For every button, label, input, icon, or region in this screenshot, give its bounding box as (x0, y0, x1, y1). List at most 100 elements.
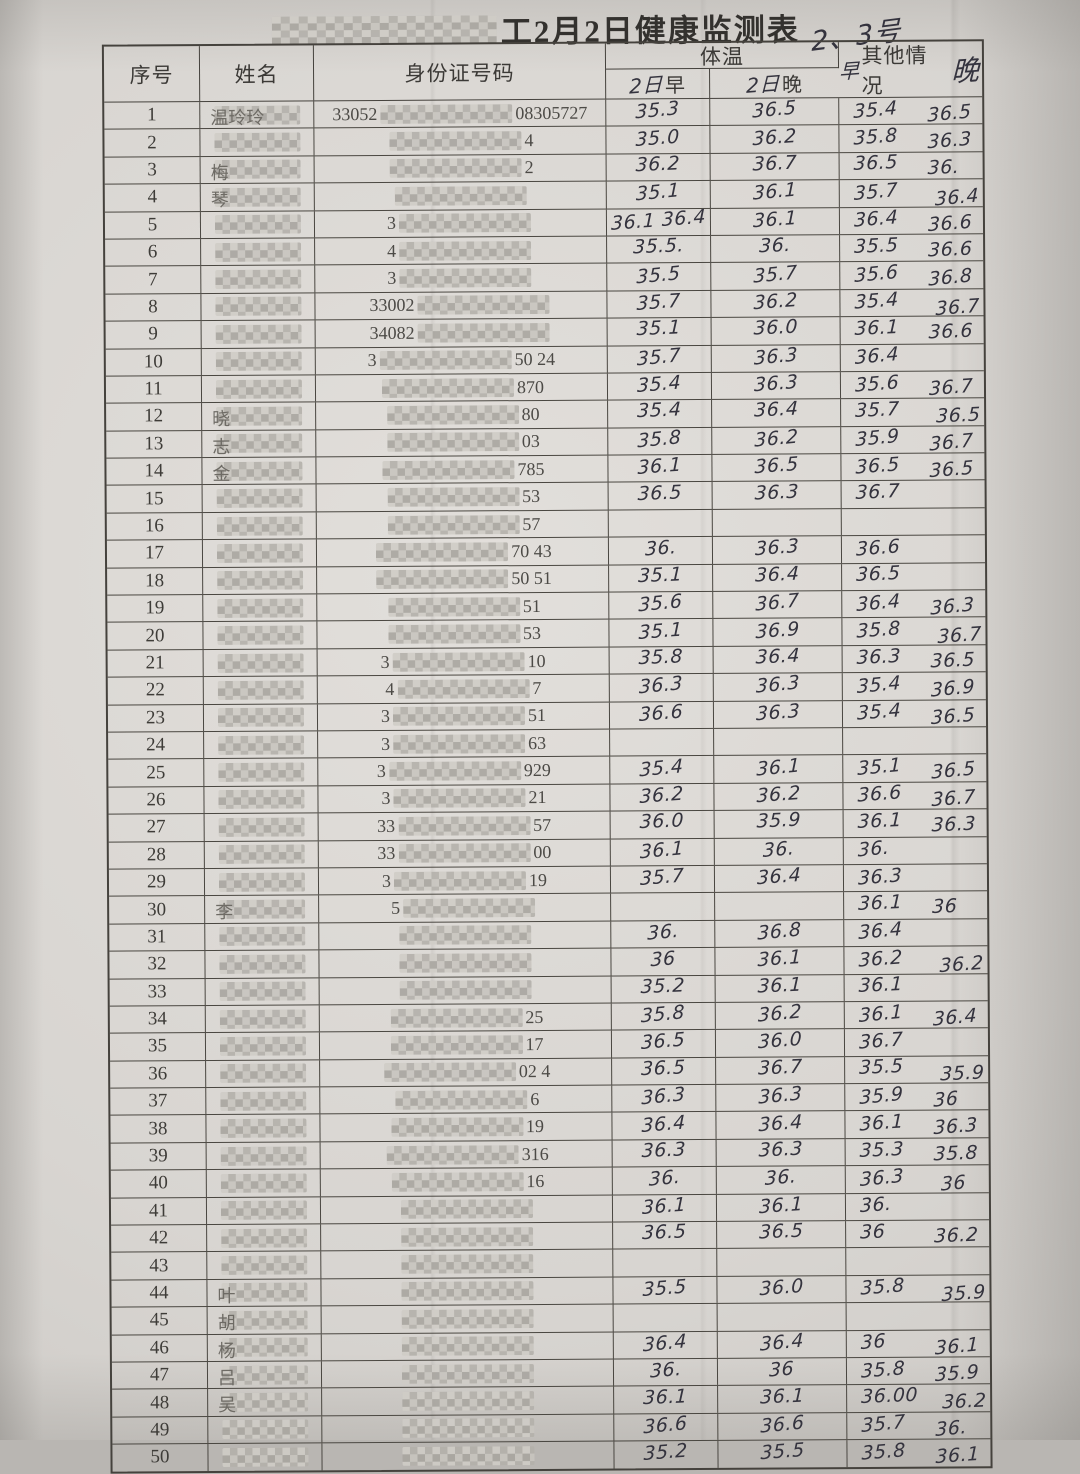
temp-morning-cell: 35.1 (609, 563, 714, 592)
name-cell (207, 1251, 322, 1279)
other-cell: 36.4 36.3 (842, 589, 985, 620)
temp-morning-cell: 35.1 (606, 179, 711, 209)
name-visible-fragment: 梅 (210, 162, 229, 183)
header-temperature-group: 体温 (605, 42, 840, 70)
temp-evening-value: 36.4 (753, 398, 799, 422)
name-redaction-mosaic (217, 735, 304, 755)
id-visible-suffix: 19 (525, 1116, 545, 1137)
row-index: 32 (109, 951, 206, 979)
id-redaction-mosaic (391, 1172, 524, 1192)
other-cell: 36.4 36.6 (840, 206, 983, 235)
temp-morning-cell (611, 893, 716, 921)
name-cell: 吴 (208, 1388, 323, 1416)
other-evening-value: 36.1 (934, 1332, 980, 1360)
id-cell: 3 63 (318, 729, 611, 758)
id-redaction-mosaic (400, 1254, 533, 1274)
id-visible-suffix: 53 (522, 486, 541, 507)
name-cell (206, 1169, 321, 1197)
id-redaction-mosaic (379, 350, 512, 371)
id-redaction-mosaic (399, 240, 532, 261)
name-cell (206, 1142, 321, 1170)
id-cell (321, 1359, 615, 1388)
id-visible-prefix: 3 (381, 870, 392, 891)
temp-morning-cell: 36.5 (611, 1029, 717, 1058)
temp-morning-cell: 35.1 (607, 317, 712, 346)
name-cell (206, 1114, 321, 1142)
temp-evening-value: 36.3 (758, 1137, 804, 1162)
other-morning-value: 36.1 (858, 1000, 904, 1027)
temp-evening-cell: 36.5 (710, 97, 840, 126)
id-visible-prefix: 3 (387, 267, 397, 288)
temp-morning-cell: 36.4 (612, 1111, 717, 1140)
temp-evening-value: 36.0 (753, 315, 799, 340)
id-cell: 33052 08305727 (314, 99, 607, 128)
id-visible-prefix: 33052 (332, 103, 378, 124)
other-morning-value: 35.7 (861, 1411, 906, 1438)
id-redaction-mosaic (400, 1199, 533, 1220)
temp-morning-cell: 35.8 (609, 645, 714, 674)
row-index: 13 (106, 430, 203, 458)
name-cell (205, 923, 320, 951)
temp-morning-cell: 35.7 (607, 289, 712, 318)
temp-morning-cell: 36.5 (608, 481, 713, 510)
name-redaction-mosaic (216, 625, 304, 646)
temp-morning-cell: 35.6 (609, 590, 714, 619)
temp-morning-cell: 36.1 (614, 1385, 719, 1414)
id-visible-suffix: 50 51 (511, 568, 552, 589)
temp-evening-cell: 36.3 (713, 672, 843, 701)
temp-evening-value: 36.9 (755, 617, 800, 643)
other-morning-value: 36.1 (854, 315, 900, 340)
row-index: 39 (110, 1142, 207, 1170)
name-cell (201, 375, 317, 403)
other-morning-value: 35.8 (860, 1356, 906, 1383)
temp-morning-value: 36.2 (635, 152, 681, 177)
temp-morning-cell: 36. (612, 1166, 717, 1195)
name-redaction-mosaic (214, 296, 302, 317)
id-cell (321, 1277, 614, 1306)
other-cell: 36. (844, 837, 987, 864)
other-cell: 35.8 35.9 (847, 1356, 990, 1386)
temp-evening-cell: 36.0 (715, 1028, 846, 1057)
temp-morning-cell: 36.1 36.4 (606, 205, 712, 236)
other-cell: 35.6 36.8 (840, 261, 983, 291)
temp-evening-value: 36.4 (759, 1329, 804, 1356)
id-cell: 6 (320, 1085, 613, 1114)
temp-evening-cell: 36.4 (717, 1329, 847, 1358)
temp-evening-cell: 36.1 (715, 973, 845, 1002)
other-morning-value: 36.3 (859, 1164, 905, 1191)
other-cell: 36.4 (844, 918, 987, 946)
temp-morning-value: 35.5 (642, 1275, 688, 1301)
other-morning-value: 35.4 (856, 699, 902, 725)
id-visible-suffix: 80 (521, 403, 540, 425)
temp-morning-value: 36.3 (641, 1083, 686, 1110)
temp-morning-value: 36.0 (639, 809, 685, 834)
row-index: 5 (104, 211, 202, 239)
other-morning-value: 36.4 (856, 589, 901, 616)
temp-evening-value: 36.4 (755, 644, 801, 669)
id-cell: 785 (316, 455, 609, 484)
name-cell (205, 977, 320, 1005)
id-cell: 4 (315, 236, 608, 265)
name-visible-fragment: 志 (212, 436, 231, 457)
row-index: 8 (105, 293, 202, 321)
name-cell (206, 1087, 321, 1115)
other-morning-value: 35.5 (858, 1055, 904, 1080)
id-redaction-mosaic (390, 1035, 523, 1055)
temp-morning-cell: 36. (608, 536, 714, 565)
other-evening-value: 36 (940, 1171, 967, 1196)
id-cell: 16 (320, 1167, 613, 1196)
name-cell: 温玲玲 (200, 101, 315, 129)
temp-evening-value: 36.3 (758, 1082, 803, 1109)
row-index: 10 (105, 348, 202, 376)
name-redaction-mosaic (215, 324, 302, 344)
other-cell: 36.7 (842, 480, 985, 508)
id-redaction-mosaic (399, 980, 532, 1001)
name-visible-fragment: 杨 (217, 1340, 236, 1361)
id-cell: 3 (314, 209, 608, 238)
row-index: 35 (109, 1033, 207, 1061)
temp-morning-cell: 36.4 (613, 1330, 718, 1359)
id-visible-prefix: 3 (376, 761, 386, 782)
temp-evening-cell: 36.3 (713, 700, 844, 728)
other-evening-value: 36. (935, 1415, 968, 1441)
id-visible-suffix: 57 (533, 814, 552, 835)
